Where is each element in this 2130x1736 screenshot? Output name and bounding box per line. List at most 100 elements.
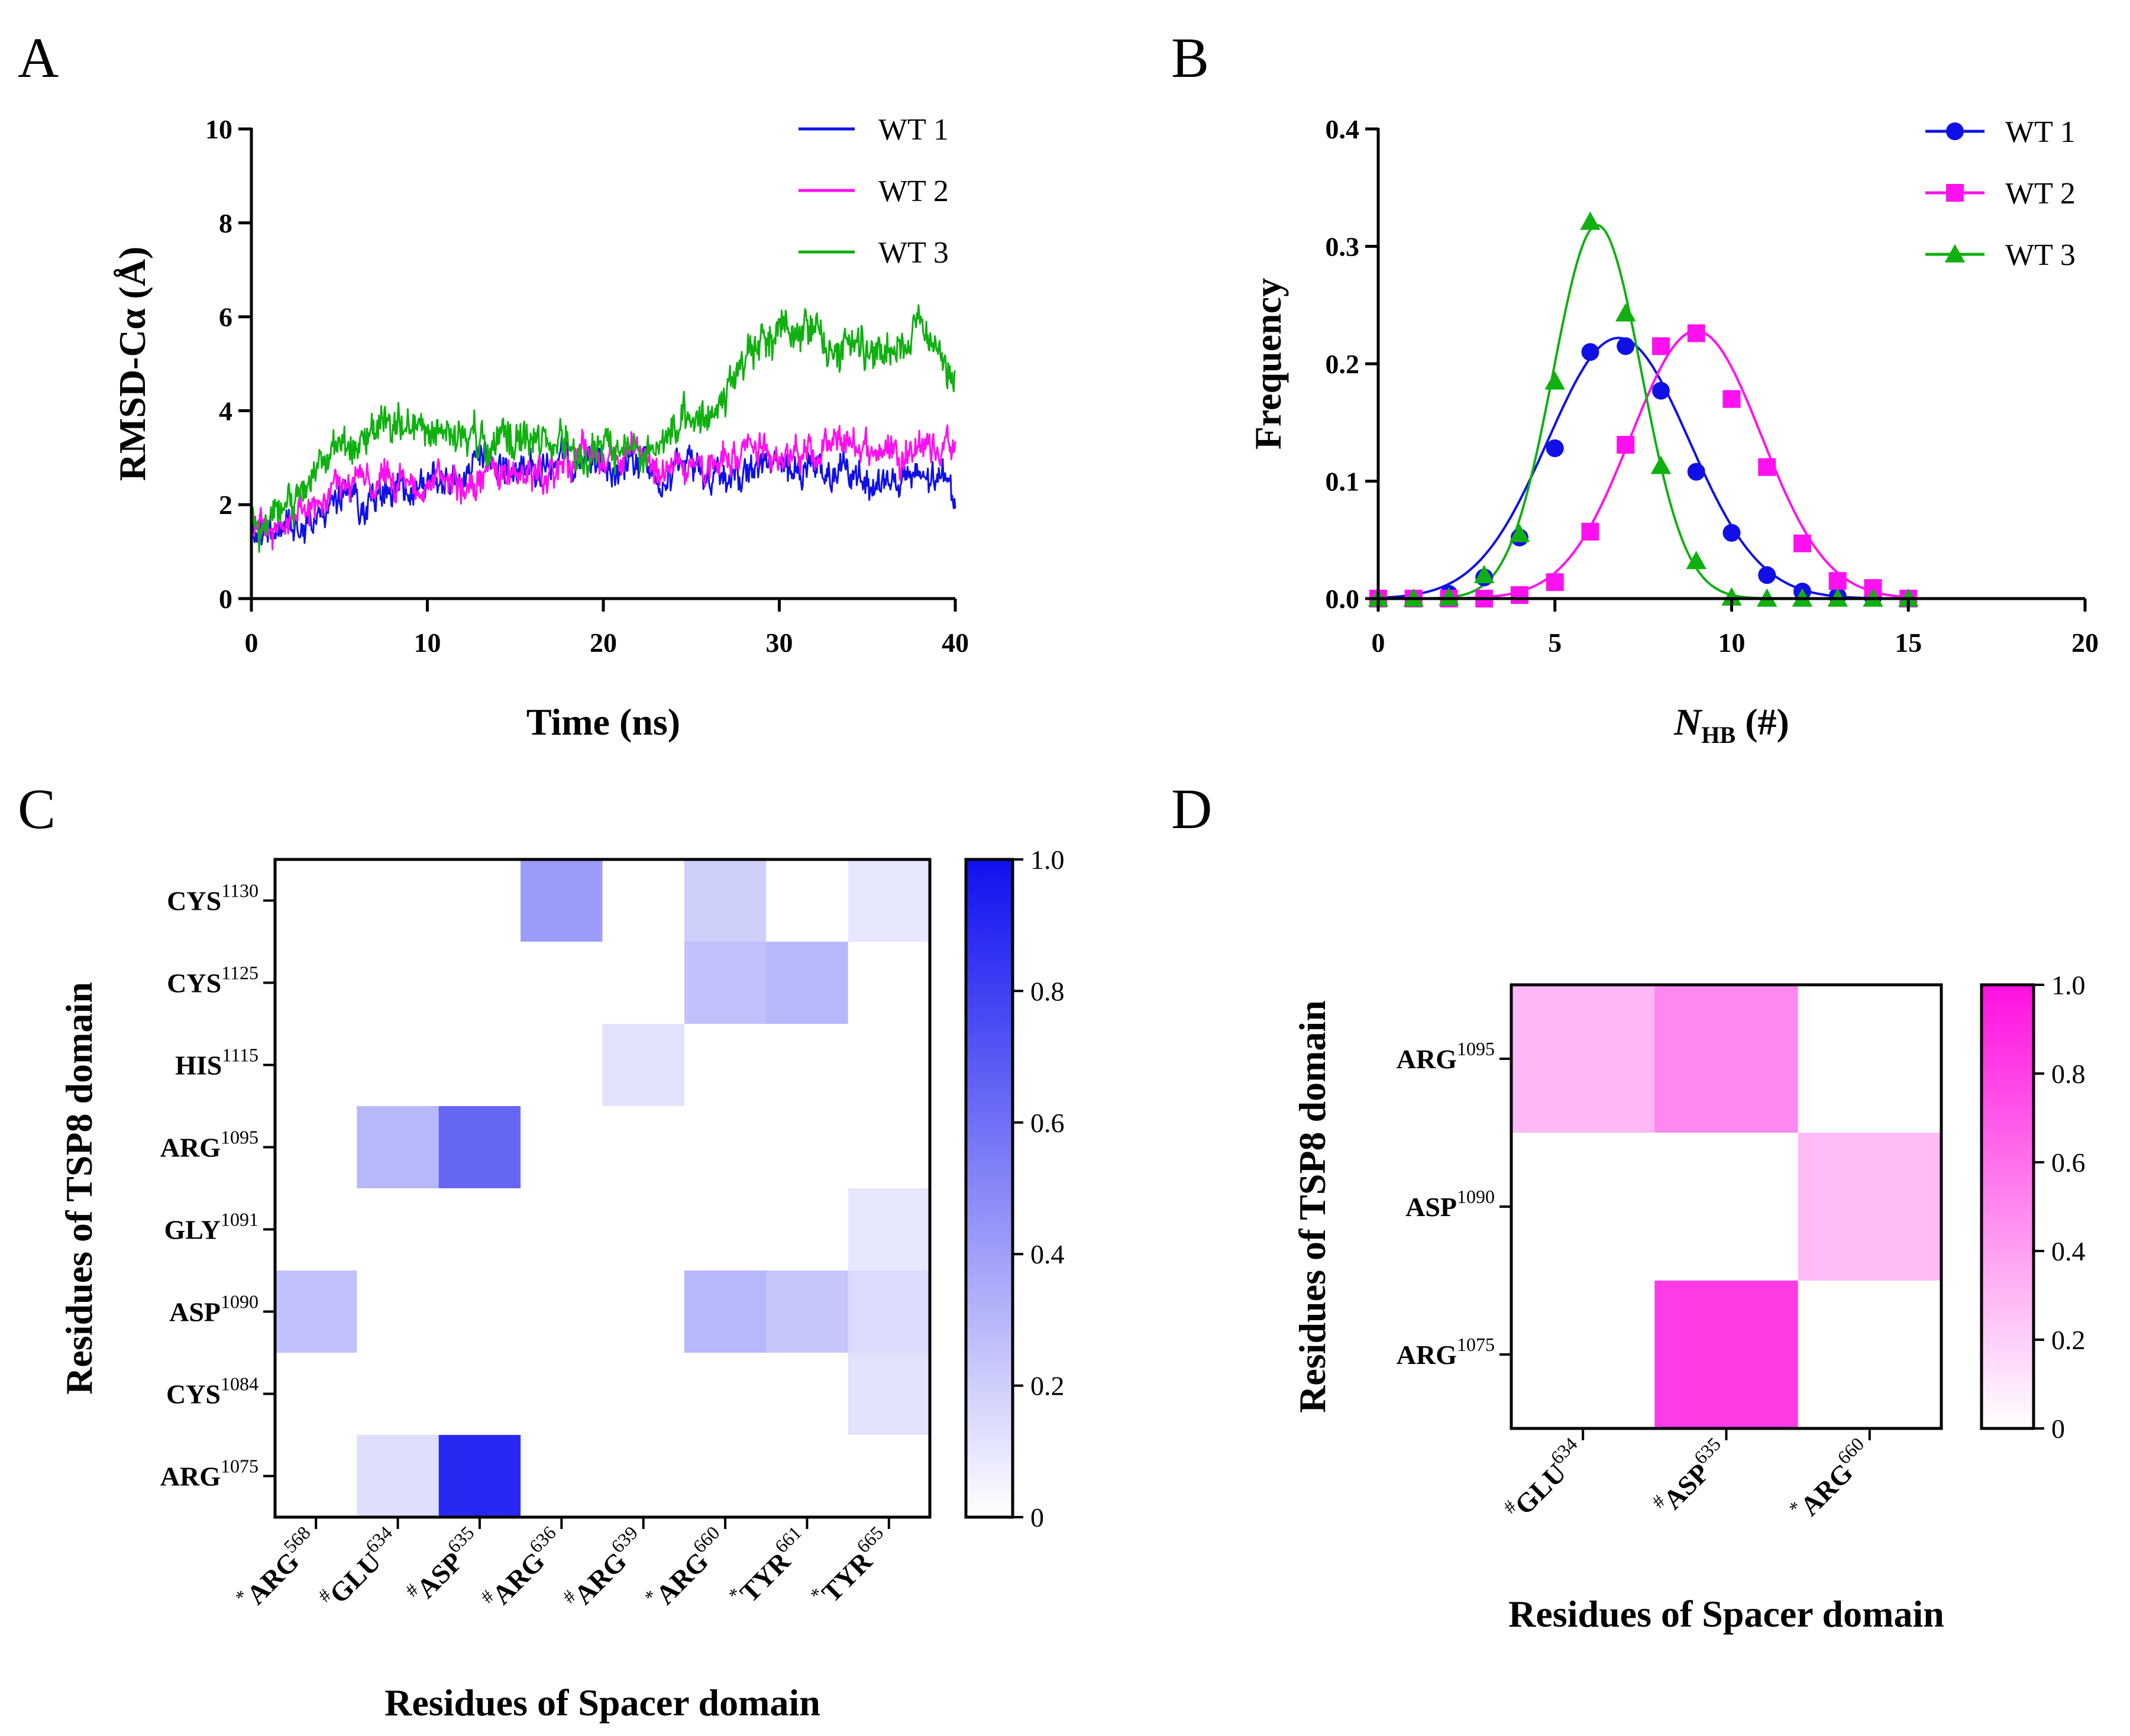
contact-heatmap-magenta: ARG1095 ASP1090 ARG1075 #GLU634 #ASP635 *ARG6… bbox=[1291, 970, 2086, 1635]
heatmap-cell bbox=[1511, 1133, 1655, 1281]
heatmap-cell bbox=[357, 1188, 439, 1271]
colorbar-tick-label: 1.0 bbox=[2051, 970, 2086, 1000]
heatmap-cell bbox=[1798, 1133, 1942, 1281]
y-tick-label: 6 bbox=[219, 302, 232, 332]
heatmap-cell bbox=[275, 1353, 357, 1436]
heatmap-cell bbox=[438, 1106, 521, 1189]
colorbar-tick-label: 0.4 bbox=[2051, 1236, 2086, 1266]
y-tick-label: 0.4 bbox=[1326, 114, 1360, 144]
y-tick-label: 10 bbox=[205, 114, 232, 144]
row-label: ASP1090 bbox=[1405, 1186, 1495, 1222]
heatmap-frame bbox=[273, 858, 932, 1519]
heatmap-cell bbox=[602, 1353, 685, 1436]
heatmap-cell bbox=[438, 1271, 521, 1353]
x-tick-label: 10 bbox=[414, 628, 441, 658]
heatmap-cell bbox=[766, 1024, 849, 1107]
y-tick-label: 0 bbox=[219, 584, 232, 614]
data-point-wt3 bbox=[1650, 455, 1672, 474]
heatmap-cell bbox=[521, 859, 603, 942]
x-tick-label: 0 bbox=[1372, 628, 1385, 658]
legend-label-wt2: WT 2 bbox=[878, 174, 949, 208]
heatmap-cell bbox=[1798, 1281, 1942, 1429]
heatmap-cell bbox=[438, 1188, 521, 1271]
heatmap-cell bbox=[602, 1435, 685, 1518]
heatmap-cell bbox=[602, 859, 685, 942]
heatmap-cell bbox=[357, 859, 439, 942]
data-point-wt3 bbox=[1686, 551, 1706, 570]
contact-heatmap-blue: CYS1130 CYS1125 HIS1115 ARG1095 GLY1091 ASP10… bbox=[58, 845, 1065, 1724]
heatmap-cell bbox=[684, 1271, 767, 1353]
legend-label-wt3: WT 3 bbox=[878, 236, 949, 270]
data-point-wt2 bbox=[1722, 390, 1741, 408]
x-axis-title: Residues of Spacer domain bbox=[384, 1682, 820, 1724]
colorbar-tick-label: 0.6 bbox=[1030, 1108, 1065, 1138]
column-label: *TYR661 bbox=[723, 1522, 816, 1615]
data-point-wt3 bbox=[1580, 211, 1601, 230]
x-tick-label: 30 bbox=[766, 628, 793, 658]
colorbar-tick-label: 0.2 bbox=[1030, 1371, 1065, 1401]
row-label: ASP1090 bbox=[169, 1291, 258, 1327]
heatmap-cell bbox=[602, 942, 685, 1024]
x-axis-title: Residues of Spacer domain bbox=[1508, 1593, 1944, 1635]
heatmap-cell bbox=[684, 859, 767, 942]
heatmap-cell bbox=[438, 1435, 521, 1518]
colorbar-tick-label: 0 bbox=[2051, 1414, 2065, 1444]
row-label: CYS1084 bbox=[166, 1373, 258, 1410]
column-label: *ARG568 bbox=[230, 1522, 325, 1617]
legend-marker-wt2 bbox=[1946, 184, 1964, 202]
colorbar-tick-label: 0.8 bbox=[2051, 1059, 2086, 1089]
heatmap-cell bbox=[684, 1024, 767, 1107]
data-point-wt2 bbox=[1793, 534, 1811, 552]
heatmap-cell bbox=[766, 942, 849, 1024]
heatmap-cell bbox=[1798, 985, 1942, 1133]
data-point-wt2 bbox=[1758, 458, 1776, 476]
data-point-wt3 bbox=[1439, 587, 1459, 606]
row-label: CYS1130 bbox=[167, 880, 258, 916]
colorbar-tick-label: 0.6 bbox=[2051, 1147, 2086, 1178]
heatmap-cell bbox=[684, 1435, 767, 1518]
heatmap-cell bbox=[275, 1024, 357, 1107]
data-point-wt2 bbox=[1687, 324, 1705, 342]
column-label: #ARG636 bbox=[476, 1522, 571, 1617]
heatmap-cell bbox=[275, 1106, 357, 1189]
panel-label-b: B bbox=[1171, 26, 1209, 89]
row-label: ARG1095 bbox=[1397, 1038, 1495, 1074]
colorbar-tick-label: 1.0 bbox=[1030, 845, 1065, 875]
heatmap-cell bbox=[848, 1435, 930, 1518]
heatmap-cell bbox=[766, 1435, 849, 1518]
heatmap-cell bbox=[1511, 1281, 1655, 1429]
y-axis-title: RMSD-Cα (Å) bbox=[111, 247, 153, 481]
data-point-wt2 bbox=[1652, 337, 1670, 355]
fit-curve-wt1 bbox=[1378, 337, 1909, 600]
data-point-wt3 bbox=[1721, 587, 1742, 606]
heatmap-cell bbox=[521, 1271, 603, 1353]
column-label: #ARG639 bbox=[557, 1522, 652, 1617]
x-axis-title: NHB (#) bbox=[1673, 701, 1789, 748]
heatmap-cell bbox=[1654, 985, 1799, 1133]
heatmap-cell bbox=[521, 1435, 603, 1518]
heatmap-cell bbox=[521, 1024, 603, 1107]
x-tick-label: 5 bbox=[1548, 628, 1562, 658]
y-axis-title: Frequency bbox=[1247, 278, 1289, 450]
data-point-wt1 bbox=[1652, 382, 1670, 400]
y-tick-label: 8 bbox=[219, 208, 232, 238]
heatmap-cell bbox=[602, 1271, 685, 1353]
colorbar-tick-label: 0.8 bbox=[1030, 976, 1065, 1006]
data-point-wt2 bbox=[1546, 573, 1564, 591]
data-point-wt3 bbox=[1474, 565, 1495, 584]
heatmap-cell bbox=[848, 1024, 930, 1107]
heatmap-cell bbox=[357, 1024, 439, 1107]
heatmap-cell bbox=[684, 1106, 767, 1189]
x-tick-label: 15 bbox=[1895, 628, 1922, 658]
y-axis-title: Residues of TSP8 domain bbox=[1291, 1000, 1333, 1413]
heatmap-cell bbox=[766, 1188, 849, 1271]
row-label: ARG1075 bbox=[1397, 1334, 1495, 1370]
x-tick-label: 10 bbox=[1718, 628, 1746, 658]
data-point-wt2 bbox=[1511, 586, 1528, 604]
column-label: *TYR665 bbox=[805, 1522, 898, 1615]
heatmap-cell bbox=[684, 1188, 767, 1271]
heatmap-cell bbox=[275, 859, 357, 942]
heatmap-cell bbox=[766, 859, 849, 942]
heatmap-cell bbox=[357, 1106, 439, 1189]
heatmap-cell bbox=[357, 942, 439, 1024]
